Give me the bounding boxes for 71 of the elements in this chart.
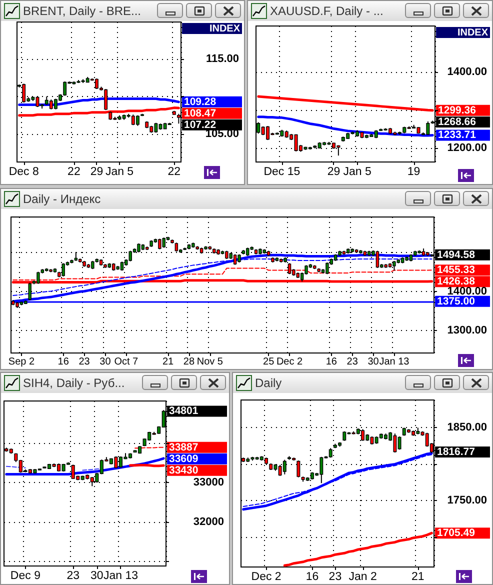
- candlestick: [376, 250, 380, 268]
- x-tick-label: Dec 9: [10, 570, 40, 582]
- x-tick-label: 23: [66, 570, 80, 582]
- text: INDEX: [209, 24, 240, 34]
- x-tick-label: Dec 2: [251, 571, 282, 583]
- y-tick-label: 1400.00: [447, 286, 487, 298]
- chart-title: Daily - Индекс: [23, 192, 101, 206]
- text: 1494.58: [437, 248, 475, 261]
- x-tick-label: 30: [90, 570, 104, 582]
- chart-title: Daily: [255, 376, 282, 390]
- text: INDEX: [457, 28, 488, 38]
- x-tick-label: Sep 2: [8, 356, 35, 368]
- chart-title: BRENT, Daily - BRE...: [23, 4, 142, 18]
- x-tick-label: 23: [346, 356, 358, 368]
- x-tick-label: Jan 13: [379, 356, 410, 368]
- x-tick-label: 16: [306, 571, 319, 583]
- chart-title: SIH4, Daily - Руб...: [23, 376, 125, 390]
- x-tick-label: 25: [263, 356, 275, 368]
- text: 1816.77: [437, 446, 475, 458]
- x-tick-label: 23: [78, 356, 90, 368]
- line-series: [257, 95, 434, 112]
- data-label: 109.28: [184, 96, 216, 108]
- x-tick-label: 16: [326, 356, 338, 368]
- candlestick: [36, 271, 40, 284]
- y-tick-label: 115.00: [206, 52, 239, 65]
- y-tick-label: 1400.00: [447, 66, 487, 78]
- x-tick-label: Jan 5: [343, 166, 372, 178]
- x-tick-label: 30: [100, 356, 112, 368]
- y-tick-label: 1200.00: [447, 142, 487, 154]
- text: 1268.66: [438, 116, 476, 128]
- x-tick-label: 29: [327, 166, 340, 178]
- x-tick-label: Dec 15: [264, 166, 300, 178]
- data-label: 33887: [169, 441, 198, 454]
- x-tick-label: 21: [162, 356, 174, 368]
- y-tick-label: 1750.00: [447, 494, 487, 507]
- x-tick-label: Jan 2: [348, 571, 377, 583]
- line-series: [283, 532, 433, 567]
- x-tick-label: 22: [68, 166, 80, 178]
- y-tick-label: 1300.00: [447, 324, 487, 336]
- data-label: 1426.38: [437, 276, 476, 288]
- x-tick-label: 16: [58, 356, 70, 368]
- x-tick-label: 29: [90, 166, 104, 178]
- x-tick-label: Dec 8: [8, 166, 39, 178]
- y-tick-label: 33000: [193, 476, 224, 489]
- y-tick-label: 1850.00: [447, 422, 487, 434]
- ref-line-label: 1375.00: [437, 295, 476, 308]
- line-series: [257, 116, 434, 137]
- data-label: 1455.33: [437, 264, 476, 276]
- text: 34801: [169, 405, 198, 418]
- x-tick-label: Jan 5: [105, 166, 134, 178]
- line-series: [5, 457, 165, 476]
- x-tick-label: Nov 5: [196, 356, 224, 368]
- x-tick-label: 28: [183, 356, 195, 368]
- data-label: 1705.49: [437, 527, 476, 540]
- x-tick-label: 21: [412, 571, 424, 583]
- data-label: 108.47: [184, 107, 216, 120]
- x-tick-label: 19: [407, 166, 420, 178]
- chart-title: XAUUSD.F, Daily - ...: [270, 4, 384, 18]
- data-label: 1233.71: [438, 129, 476, 142]
- data-label: 1299.36: [438, 104, 476, 116]
- data-label: 33430: [169, 464, 198, 476]
- x-tick-label: Dec 2: [276, 356, 304, 368]
- x-tick-label: 30: [368, 356, 380, 368]
- x-tick-label: Oct 7: [114, 356, 139, 368]
- x-tick-label: 23: [328, 571, 342, 583]
- x-tick-label: Jan 13: [103, 570, 138, 582]
- x-tick-label: 22: [168, 166, 181, 178]
- text: 107.22: [184, 118, 216, 131]
- data-label: 33609: [169, 452, 198, 465]
- y-tick-label: 32000: [193, 516, 224, 528]
- line-series: [18, 98, 180, 106]
